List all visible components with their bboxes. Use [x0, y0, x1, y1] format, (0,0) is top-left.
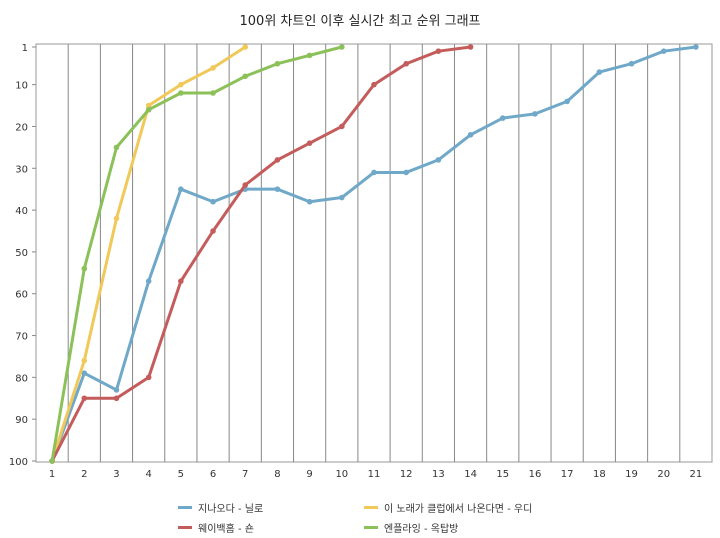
data-point — [145, 102, 152, 109]
data-point — [178, 90, 184, 96]
x-tick-label: 15 — [496, 469, 509, 480]
data-point — [467, 44, 474, 50]
data-point — [499, 115, 506, 121]
x-tick-label: 11 — [368, 469, 381, 480]
x-tick-label: 9 — [306, 469, 312, 480]
data-point — [306, 198, 313, 205]
legend-swatch — [178, 506, 192, 509]
data-point — [242, 44, 249, 50]
data-point — [435, 48, 442, 54]
x-tick-label: 18 — [593, 469, 606, 480]
data-point — [339, 194, 345, 201]
x-tick-label: 8 — [274, 469, 280, 480]
series-line-3 — [50, 45, 343, 462]
data-point — [210, 65, 216, 71]
data-point — [242, 182, 249, 188]
x-tick-label: 1 — [49, 469, 55, 480]
x-tick-label: 17 — [561, 469, 574, 480]
data-point — [210, 90, 216, 96]
data-point — [306, 52, 313, 59]
x-tick-label: 10 — [335, 469, 348, 480]
data-point — [210, 228, 216, 234]
data-point — [371, 81, 377, 88]
x-tick-label: 5 — [178, 469, 184, 480]
data-point — [113, 395, 120, 402]
y-tick-label: 30 — [15, 164, 28, 175]
x-tick-label: 12 — [400, 469, 413, 480]
data-point — [81, 395, 88, 402]
data-point — [403, 169, 409, 176]
data-point — [306, 140, 313, 146]
x-tick-label: 16 — [529, 469, 542, 480]
data-point — [628, 60, 635, 67]
legend-item: 이 노래가 클럽에서 나온다면 - 우디 — [364, 500, 532, 515]
data-point — [596, 69, 603, 75]
legend-swatch — [364, 506, 378, 509]
y-tick-label: 70 — [15, 332, 28, 343]
y-tick-label: 1 — [22, 43, 28, 54]
data-point — [145, 374, 152, 381]
y-tick-label: 40 — [15, 206, 28, 217]
data-point — [210, 198, 216, 205]
data-point — [81, 370, 88, 376]
data-point — [660, 48, 667, 54]
x-tick-label: 19 — [625, 469, 638, 480]
data-point — [274, 186, 281, 192]
legend-swatch — [364, 526, 378, 529]
data-point — [339, 123, 345, 130]
x-tick-label: 4 — [145, 469, 151, 480]
data-point — [178, 186, 184, 192]
data-point — [81, 265, 88, 272]
x-tick-label: 20 — [657, 469, 670, 480]
data-point — [145, 106, 152, 113]
legend-item: 웨이백홈 - 숀 — [178, 520, 254, 535]
chart-title: 100위 차트인 이후 실시간 최고 순위 그래프 — [239, 14, 481, 29]
y-tick-label: 90 — [15, 415, 28, 426]
data-point — [371, 169, 377, 176]
legend-label: 엔플라잉 - 옥탑방 — [384, 524, 459, 535]
y-tick-label: 60 — [15, 290, 28, 301]
legend-label: 이 노래가 클럽에서 나온다면 - 우디 — [384, 504, 533, 515]
legend-label: 지나오다 - 닐로 — [198, 504, 264, 515]
data-point — [242, 73, 249, 80]
data-point — [145, 278, 152, 284]
data-point — [178, 81, 184, 88]
data-point — [274, 157, 281, 163]
x-tick-label: 14 — [464, 469, 477, 480]
data-point — [113, 144, 120, 151]
data-point — [49, 458, 55, 464]
data-point — [274, 60, 281, 67]
legend-item: 엔플라잉 - 옥탑방 — [364, 520, 458, 535]
data-point — [113, 387, 120, 393]
x-tick-label: 2 — [81, 469, 87, 480]
data-point — [532, 111, 538, 117]
y-tick-label: 10 — [15, 81, 28, 92]
data-point — [403, 60, 409, 67]
y-tick-label: 80 — [15, 373, 28, 384]
x-tick-label: 21 — [690, 469, 703, 480]
y-tick-label: 100 — [9, 457, 28, 468]
series-line-2 — [50, 45, 471, 462]
data-point — [435, 157, 442, 163]
data-point — [693, 44, 699, 50]
x-tick-label: 6 — [210, 469, 216, 480]
data-point — [113, 215, 120, 222]
x-tick-label: 3 — [113, 469, 119, 480]
data-point — [339, 44, 345, 50]
legend-swatch — [178, 526, 192, 529]
legend-item: 지나오다 - 닐로 — [178, 500, 263, 515]
data-point — [467, 132, 474, 138]
y-tick-label: 50 — [15, 248, 28, 259]
y-tick-label: 20 — [15, 122, 28, 133]
data-point — [178, 278, 184, 284]
x-tick-label: 7 — [242, 469, 248, 480]
plot-border — [35, 43, 713, 463]
x-tick-label: 13 — [432, 469, 445, 480]
data-point — [564, 98, 570, 105]
legend-label: 웨이백홈 - 숀 — [198, 524, 254, 535]
data-point — [81, 357, 88, 364]
